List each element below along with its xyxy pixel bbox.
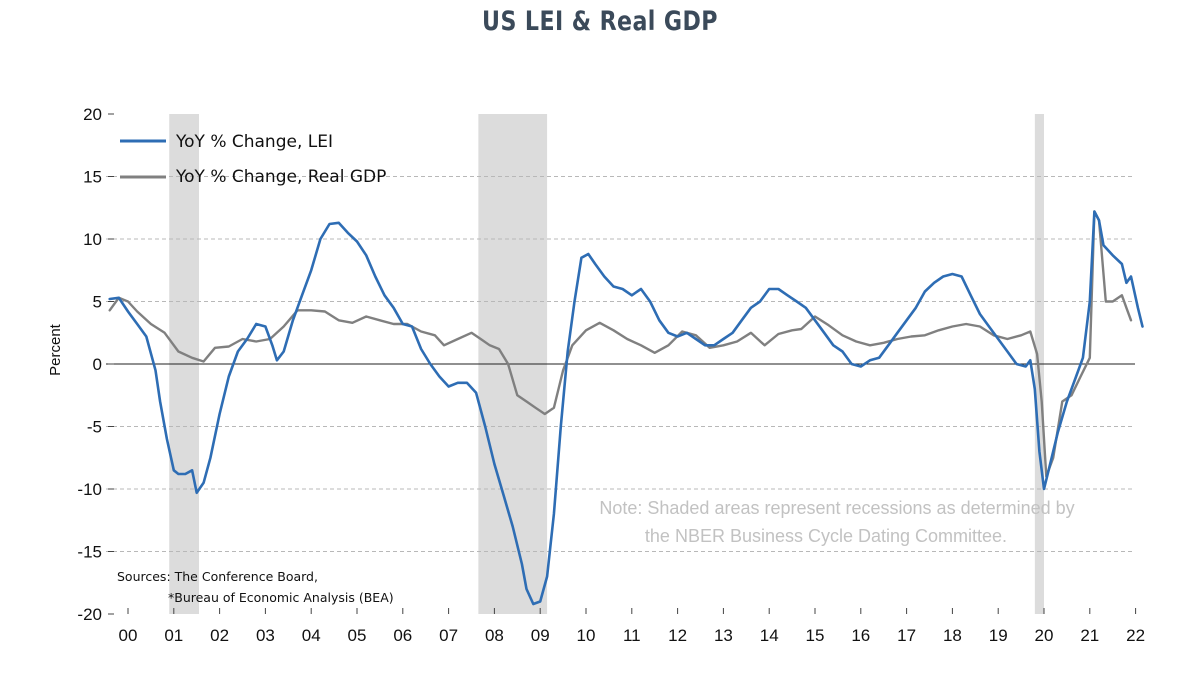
y-tick-label-5: -5	[87, 418, 102, 437]
legend: YoY % Change, LEI YoY % Change, Real GDP	[120, 132, 386, 187]
x-tick-label-18: 18	[943, 626, 962, 645]
x-tick-label-4: 04	[302, 626, 321, 645]
legend-label-gdp: YoY % Change, Real GDP	[175, 167, 386, 187]
sources-line-2: *Bureau of Economic Analysis (BEA)	[168, 590, 394, 605]
x-tick-label-20: 20	[1035, 626, 1054, 645]
x-tick-label-12: 12	[668, 626, 687, 645]
series-group	[108, 210, 1144, 606]
x-tick-label-6: 06	[393, 626, 412, 645]
axes-group: 20 15 10 5 0 -5 -10 -15 -20 00 01 02 03 04 05 06 07 08 09 1…	[77, 105, 1145, 645]
gridlines-group	[106, 176, 1135, 552]
x-tick-label-17: 17	[897, 626, 916, 645]
legend-label-lei: YoY % Change, LEI	[175, 132, 333, 152]
y-tick-label-4: 0	[93, 355, 102, 374]
series-line-lei	[108, 210, 1144, 606]
x-tick-label-21: 21	[1080, 626, 1099, 645]
x-tick-label-22: 22	[1126, 626, 1145, 645]
x-tick-label-3: 03	[256, 626, 275, 645]
recession-note-line-1: Note: Shaded areas represent recessions …	[599, 498, 1074, 518]
y-tick-label-3: 5	[93, 293, 102, 312]
y-tick-label-0: 20	[83, 105, 102, 124]
x-tick-label-19: 19	[989, 626, 1008, 645]
x-tick-label-11: 11	[623, 626, 641, 645]
series-line-gdp	[108, 210, 1133, 478]
x-tick-label-1: 01	[164, 626, 183, 645]
x-tick-label-5: 05	[348, 626, 367, 645]
y-tick-label-1: 15	[83, 168, 102, 187]
chart-title: US LEI & Real GDP	[482, 6, 718, 37]
x-tick-label-16: 16	[851, 626, 870, 645]
y-axis-label: Percent	[47, 323, 64, 376]
sources-line-1: Sources: The Conference Board,	[117, 569, 318, 584]
y-tick-label-6: -10	[77, 480, 102, 499]
x-tick-label-13: 13	[714, 626, 733, 645]
y-tick-label-7: -15	[77, 543, 102, 562]
recession-note-line-2: the NBER Business Cycle Dating Committee…	[645, 526, 1007, 546]
x-tick-label-14: 14	[760, 626, 779, 645]
x-tick-label-2: 02	[210, 626, 229, 645]
y-tick-label-2: 10	[83, 230, 102, 249]
x-tick-label-15: 15	[806, 626, 825, 645]
x-tick-label-10: 10	[577, 626, 596, 645]
y-tick-label-8: -20	[77, 605, 102, 624]
x-tick-label-8: 08	[485, 626, 504, 645]
x-tick-label-9: 09	[531, 626, 550, 645]
x-tick-label-0: 00	[119, 626, 138, 645]
x-tick-label-7: 07	[439, 626, 458, 645]
